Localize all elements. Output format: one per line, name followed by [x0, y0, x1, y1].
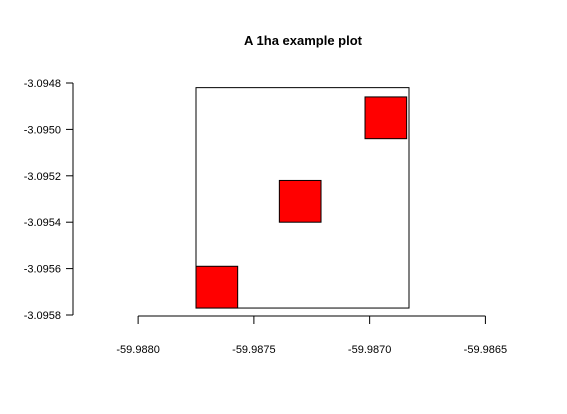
x-tick-label: -59.9870 — [348, 344, 391, 356]
plot-boundary — [195, 87, 410, 309]
plot-area — [195, 87, 410, 309]
x-axis: -59.9880 -59.9875 -59.9870 -59.9865 — [116, 315, 507, 356]
y-tick-label: -3.0950 — [24, 124, 61, 136]
y-tick-label: -3.0948 — [24, 78, 61, 90]
subplot-rect — [195, 265, 239, 309]
y-tick-label: -3.0958 — [24, 310, 61, 322]
x-tick-label: -59.9865 — [464, 344, 507, 356]
chart-title: A 1ha example plot — [244, 33, 363, 48]
y-tick-label: -3.0952 — [24, 171, 61, 183]
x-tick-label: -59.9880 — [116, 344, 159, 356]
subplot-rect — [278, 179, 322, 223]
y-tick-label: -3.0956 — [24, 264, 61, 276]
y-axis: -3.0958 -3.0956 -3.0954 -3.0952 -3.0950 -3.09… — [24, 78, 74, 322]
subplot-rect — [364, 96, 408, 140]
x-tick-label: -59.9875 — [232, 344, 275, 356]
y-tick-label: -3.0954 — [24, 217, 61, 229]
